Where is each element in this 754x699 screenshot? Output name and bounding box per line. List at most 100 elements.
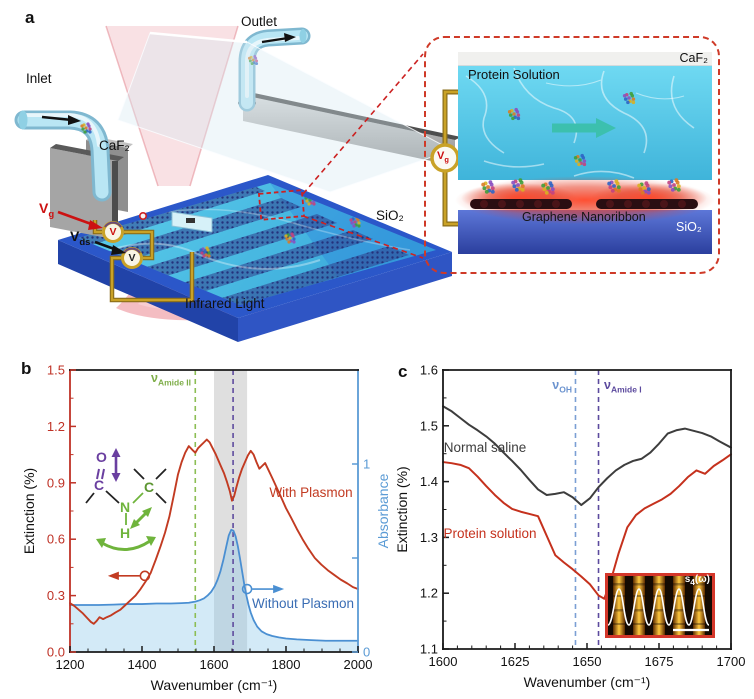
with-plasmon-label: With Plasmon bbox=[269, 485, 353, 500]
panel-b-spectrum: b 1200 1400 1600 1800 2000 0.0 0.3 0.6 0.9 1.2 1.5… bbox=[18, 355, 395, 699]
inset-caf2-label: CaF₂ bbox=[679, 51, 708, 65]
protein-molecule bbox=[247, 56, 251, 60]
protein-molecule bbox=[350, 221, 354, 225]
y-tick-label: 1.5 bbox=[47, 363, 65, 378]
protein-molecule bbox=[541, 183, 546, 188]
protein-detection-chart: 1600 1625 1650 1675 1700 1.1 1.2 1.3 1.4 1.5 1.6 Wa… bbox=[394, 363, 745, 691]
protein-molecule bbox=[207, 251, 211, 255]
protein-molecule bbox=[246, 168, 249, 171]
protein-molecule bbox=[288, 236, 292, 240]
protein-molecule bbox=[676, 187, 681, 192]
vds-label: Vds bbox=[70, 228, 90, 249]
protein-molecule bbox=[203, 250, 207, 254]
device-illustration bbox=[14, 25, 461, 342]
protein-molecule bbox=[550, 187, 555, 192]
protein-molecule bbox=[484, 189, 489, 194]
panel-a-device-schematic: a bbox=[14, 8, 720, 342]
protein-molecule bbox=[490, 189, 495, 194]
protein-molecule bbox=[644, 181, 649, 186]
protein-molecule bbox=[672, 183, 676, 187]
oh-nu: ν bbox=[552, 378, 560, 392]
y-tick-label: 1.2 bbox=[420, 586, 438, 601]
protein-molecule bbox=[512, 184, 517, 189]
protein-molecule bbox=[84, 126, 88, 130]
protein-molecule bbox=[627, 96, 631, 100]
inset-graphene-ribbon bbox=[470, 199, 698, 209]
protein-molecule bbox=[546, 186, 550, 190]
axis-pointer-marker bbox=[139, 570, 151, 582]
protein-molecule bbox=[511, 180, 516, 185]
protein-molecule bbox=[548, 181, 553, 186]
vds-arrow bbox=[94, 240, 126, 255]
protein-molecule bbox=[86, 122, 90, 126]
right-tick-label: 0 bbox=[363, 645, 370, 660]
inset-sio2-label: SiO₂ bbox=[676, 220, 702, 234]
protein-molecule bbox=[488, 180, 493, 185]
protein-molecule bbox=[349, 218, 353, 222]
amide-molecule-diagram: O C N H C bbox=[85, 443, 198, 563]
protein-molecule bbox=[610, 188, 615, 193]
x-tick-label: 1800 bbox=[272, 657, 301, 672]
protein-molecule bbox=[245, 166, 248, 169]
ir-beam-top bbox=[105, 25, 239, 187]
vds-label-main: V bbox=[70, 228, 80, 244]
amide1-mode-label: νAmide I bbox=[604, 378, 642, 395]
axis-pointer-head bbox=[273, 584, 285, 594]
protein-molecule bbox=[623, 97, 628, 101]
nearfield-signal-label: s4(ω) bbox=[685, 574, 710, 587]
oh-mode-label: νOH bbox=[530, 378, 572, 395]
protein-molecule bbox=[202, 254, 206, 258]
y-tick-label: 0.0 bbox=[47, 645, 65, 660]
protein-molecule bbox=[550, 190, 555, 195]
x-tick-label: 2000 bbox=[344, 657, 373, 672]
amide1-nu: ν bbox=[604, 378, 611, 392]
protein-molecule bbox=[207, 254, 211, 258]
protein-molecule bbox=[290, 232, 294, 236]
extinction-spectrum-chart: 1200 1400 1600 1800 2000 0.0 0.3 0.6 0.9 1.2 1.5 0 1… bbox=[21, 363, 391, 694]
protein-molecule bbox=[582, 162, 587, 167]
protein-molecule bbox=[164, 201, 168, 205]
protein-molecule bbox=[292, 240, 296, 244]
protein-molecule bbox=[629, 91, 633, 96]
protein-solution-label: Protein solution bbox=[443, 526, 537, 541]
x-tick-label: 1625 bbox=[501, 654, 530, 669]
protein-molecule bbox=[352, 224, 356, 228]
sio2-label: SiO₂ bbox=[376, 208, 404, 223]
inset-graphene-label: Graphene Nanoribbon bbox=[522, 210, 646, 224]
protein-molecule bbox=[578, 158, 582, 162]
protein-molecule bbox=[240, 171, 243, 174]
protein-molecule bbox=[88, 127, 92, 131]
protein-molecule bbox=[631, 100, 636, 105]
protein-molecule bbox=[676, 184, 681, 189]
panel-c-label: c bbox=[398, 362, 408, 381]
nearfield-inset: s4(ω) bbox=[605, 573, 715, 638]
inset-illustration bbox=[430, 52, 715, 254]
y-tick-label: 0.3 bbox=[47, 588, 65, 603]
oh-sub: OH bbox=[559, 384, 572, 395]
y-axis-title: Extinction (%) bbox=[21, 468, 37, 554]
protein-molecule bbox=[80, 124, 84, 128]
protein-molecule bbox=[284, 234, 288, 238]
amide2-mode-label: νAmide II bbox=[123, 371, 191, 388]
protein-molecule bbox=[241, 167, 244, 170]
series-line bbox=[442, 453, 732, 600]
protein-molecule bbox=[511, 116, 515, 121]
y-tick-label: 0.9 bbox=[47, 475, 65, 490]
protein-molecule bbox=[285, 237, 289, 241]
caf2-window-edge bbox=[149, 31, 248, 44]
x-tick-label: 1400 bbox=[128, 657, 157, 672]
panel-c-spectrum: c 1600 1625 1650 1675 1700 1.1 1.2 1.3 1.4 1.5 1.6… bbox=[378, 355, 754, 699]
y-tick-label: 1.4 bbox=[420, 474, 438, 489]
protein-molecule bbox=[243, 170, 246, 173]
protein-molecule bbox=[642, 186, 646, 190]
protein-molecule bbox=[88, 130, 92, 134]
protein-molecule bbox=[239, 168, 242, 171]
atom-o: O bbox=[96, 449, 107, 465]
protein-molecule bbox=[577, 162, 581, 167]
x-axis-title: Wavenumber (cm⁻¹) bbox=[524, 674, 651, 690]
protein-molecule bbox=[580, 153, 584, 158]
panel-b-label: b bbox=[21, 359, 32, 378]
y-tick-label: 1.5 bbox=[420, 418, 438, 433]
protein-molecule bbox=[516, 183, 520, 187]
